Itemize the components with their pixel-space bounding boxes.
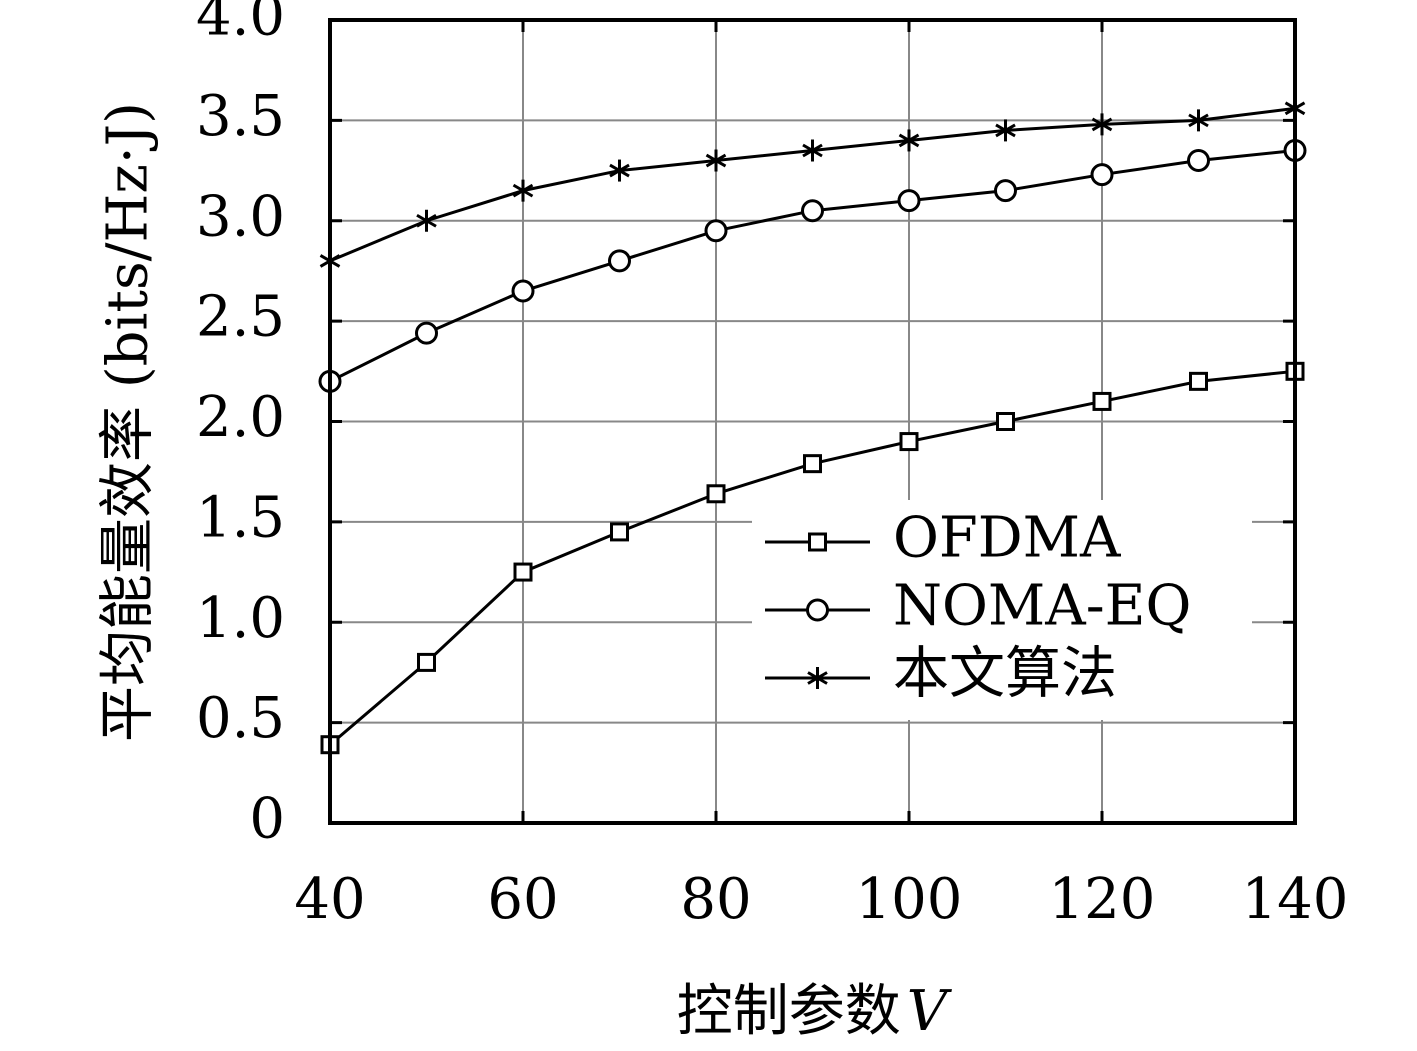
square-marker (610, 522, 629, 542)
y-tick-label: 2.0 (196, 385, 285, 450)
legend-label: OFDMA (893, 506, 1121, 571)
y-tick-label: 3.5 (196, 84, 285, 149)
series-circle (318, 138, 1307, 393)
legend-label: NOMA-EQ (893, 574, 1191, 639)
square-marker (996, 412, 1015, 431)
series-layer (318, 97, 1307, 755)
asterisk-marker (609, 159, 630, 182)
asterisk-marker (1091, 113, 1113, 136)
circle-marker (1187, 149, 1210, 173)
y-tick-label: 1.0 (196, 586, 285, 651)
y-tick-label: 0 (249, 787, 285, 852)
legend-label: 本文算法 (893, 642, 1117, 707)
square-marker (417, 652, 436, 672)
asterisk-marker (807, 667, 828, 689)
asterisk-stroke (705, 153, 727, 168)
legend-entry: OFDMA (765, 506, 1121, 571)
y-tick-label: 2.5 (196, 285, 285, 350)
asterisk-stroke (802, 143, 823, 158)
legend-entry: 本文算法 (765, 642, 1117, 707)
square-marker (513, 562, 533, 582)
y-tick-label: 1.5 (196, 485, 285, 550)
x-tick-label: 60 (487, 867, 558, 932)
x-tick-label: 140 (1242, 867, 1349, 932)
x-axis-title: 控制参数 V (677, 979, 953, 1044)
series-line (329, 106, 1296, 263)
asterisk-marker (898, 129, 920, 152)
x-tick-label: 40 (294, 867, 365, 932)
series-square (320, 361, 1305, 755)
circle-marker (1090, 163, 1114, 187)
asterisk-stroke (898, 133, 920, 148)
square-marker (899, 432, 919, 452)
x-tick-label: 80 (680, 867, 751, 932)
asterisk-marker (512, 179, 534, 202)
asterisk-stroke (416, 213, 437, 228)
circle-marker (415, 321, 438, 345)
square-marker (1189, 371, 1208, 391)
series-asterisk (319, 97, 1306, 272)
y-tick-label: 0.5 (196, 686, 285, 751)
x-axis-title-variable: V (907, 979, 953, 1044)
y-tick-label: 3.0 (196, 184, 285, 249)
circle-marker (806, 598, 829, 622)
square-marker (803, 454, 822, 474)
series-line (329, 148, 1296, 383)
asterisk-stroke (609, 163, 630, 178)
tick-layer: 40 60 80 100 120 140 0 0.5 1.0 1.5 2.0 2.5 3.0 3.5 4.0 (196, 0, 1349, 932)
circle-marker (801, 199, 824, 223)
asterisk-marker (1188, 109, 1209, 132)
circle-marker (608, 249, 631, 273)
asterisk-marker (416, 209, 437, 232)
asterisk-stroke (807, 671, 828, 685)
asterisk-stroke (1188, 113, 1209, 128)
circle-marker (994, 179, 1017, 203)
square-marker (1092, 391, 1112, 411)
x-axis-title-text: 控制参数 (677, 979, 901, 1044)
circle-marker (897, 189, 921, 213)
asterisk-marker (995, 119, 1016, 142)
x-tick-label: 120 (1049, 867, 1156, 932)
asterisk-stroke (1091, 117, 1113, 132)
circle-marker (511, 279, 535, 303)
square-marker (706, 484, 726, 504)
asterisk-stroke (995, 123, 1016, 138)
asterisk-stroke (512, 183, 534, 198)
asterisk-marker (802, 139, 823, 162)
legend-entry: NOMA-EQ (765, 574, 1191, 639)
asterisk-marker (705, 149, 727, 172)
y-axis-title: 平均能量效率 (bits/Hz·J) (96, 102, 161, 742)
x-tick-label: 100 (856, 867, 963, 932)
circle-marker (704, 219, 728, 243)
y-tick-label: 4.0 (196, 0, 285, 49)
square-marker (808, 532, 827, 552)
